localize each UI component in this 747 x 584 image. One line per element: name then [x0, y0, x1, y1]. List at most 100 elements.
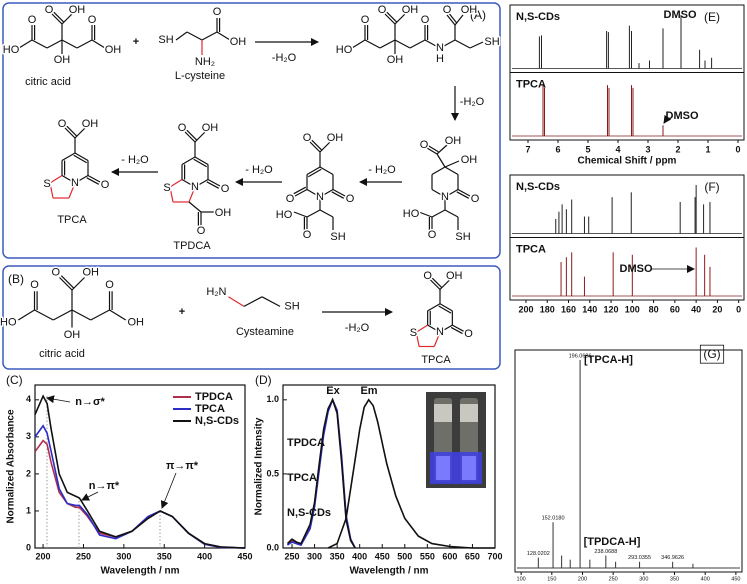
- bond: [426, 147, 438, 155]
- bond: [431, 277, 443, 289]
- condition: - H₂O: [121, 154, 149, 166]
- annotation: Em: [360, 385, 377, 397]
- x-tick-label: 350: [670, 576, 679, 582]
- panel-label: (E): [704, 10, 720, 24]
- y-tick-label: 1.0: [266, 394, 279, 404]
- atom-label: H₂N: [206, 286, 226, 298]
- bond: [444, 166, 459, 176]
- atom-label: O: [471, 193, 480, 205]
- atom-label: OH: [461, 154, 478, 166]
- bond: [424, 39, 437, 47]
- plus-sign: +: [133, 36, 139, 48]
- atom-label: OH: [461, 4, 478, 16]
- bond: [86, 177, 100, 185]
- panel-label: (B): [8, 272, 24, 286]
- x-tick-label: 450: [731, 576, 740, 582]
- bond: [201, 31, 218, 41]
- atom-label: OH: [445, 135, 462, 147]
- bond: [61, 13, 73, 25]
- bond: [427, 303, 441, 312]
- bond: [386, 11, 398, 23]
- trace-label: N,S-CDs: [516, 181, 560, 193]
- bond: [52, 309, 73, 321]
- atom-label: HO: [0, 316, 17, 328]
- bond: [431, 209, 446, 218]
- x-tick-label: 2: [675, 144, 680, 154]
- atom-label: N: [71, 177, 79, 189]
- bond: [76, 39, 93, 49]
- bond: [71, 309, 92, 321]
- bond: [51, 13, 63, 25]
- atom-label: SH: [330, 231, 345, 243]
- x-tick-label: 300: [307, 551, 322, 561]
- bond: [261, 296, 281, 307]
- atom-label: O: [30, 279, 39, 291]
- y-tick-label: 1: [26, 505, 31, 515]
- x-axis-label: Chemical Shift / ppm: [578, 156, 677, 167]
- bond: [430, 279, 441, 290]
- legend-label: TPDCA: [287, 437, 325, 449]
- bond: [409, 39, 426, 49]
- bond: [428, 145, 439, 153]
- panel-label: (F): [704, 180, 719, 194]
- x-tick-label: 0: [735, 144, 740, 154]
- x-tick-label: 100: [517, 576, 526, 582]
- atom-label: O: [197, 225, 206, 237]
- bond: [351, 39, 366, 49]
- atom-label: O: [213, 6, 222, 18]
- bond: [59, 277, 73, 291]
- bond: [91, 39, 106, 49]
- bond: [431, 188, 446, 198]
- peak-label: 293.0355: [628, 555, 651, 561]
- bond: [456, 191, 470, 199]
- annotation: DMSO: [620, 263, 653, 275]
- bond: [415, 332, 420, 347]
- x-tick-label: 250: [285, 551, 300, 561]
- atom-label: N: [436, 326, 444, 338]
- y-tick-label: 2: [26, 468, 31, 478]
- x-tick-label: 200: [518, 304, 533, 314]
- bond: [454, 39, 471, 49]
- bond: [188, 201, 202, 213]
- atom-label: O: [45, 4, 54, 16]
- bond: [87, 174, 101, 183]
- x-tick-label: 3: [645, 144, 650, 154]
- bond: [319, 209, 334, 218]
- x-tick-label: 6: [555, 144, 560, 154]
- bond: [71, 277, 85, 291]
- atom-label: O: [361, 14, 370, 26]
- atom-label: O: [58, 118, 67, 130]
- x-tick-label: 150: [547, 576, 556, 582]
- bond: [427, 324, 441, 333]
- condition: -H₂O: [460, 96, 485, 108]
- bond: [331, 191, 345, 199]
- atom-label: O: [286, 193, 295, 205]
- bond: [49, 174, 63, 184]
- annotation: π→π*: [166, 460, 199, 472]
- molecule-name: TPCA: [421, 354, 451, 366]
- x-tick-label: 600: [442, 551, 457, 561]
- x-tick-label: 200: [578, 576, 587, 582]
- bond: [306, 188, 321, 198]
- panel-label: (C): [6, 373, 23, 387]
- annotation: n→σ*: [75, 396, 105, 408]
- bond: [169, 178, 183, 188]
- atom-label: OH: [128, 316, 145, 328]
- atom-label: OH: [402, 4, 419, 16]
- bond: [74, 152, 89, 162]
- legend-label: TPCA: [287, 472, 317, 484]
- bond: [181, 156, 196, 166]
- atom-label: SH: [455, 231, 470, 243]
- atom-label: OH: [105, 44, 122, 56]
- peak-label: 152.0180: [542, 516, 565, 522]
- x-tick-label: 450: [375, 551, 390, 561]
- bond: [319, 141, 331, 153]
- annotation-arrow: [663, 114, 672, 124]
- x-tick-label: 350: [330, 551, 345, 561]
- trace-label: N,S-CDs: [516, 11, 560, 23]
- x-tick-label: 300: [639, 576, 648, 582]
- atom-label: SH: [284, 300, 299, 312]
- series-line: [34, 439, 246, 549]
- atom-label: S: [163, 182, 170, 194]
- bond: [319, 166, 334, 176]
